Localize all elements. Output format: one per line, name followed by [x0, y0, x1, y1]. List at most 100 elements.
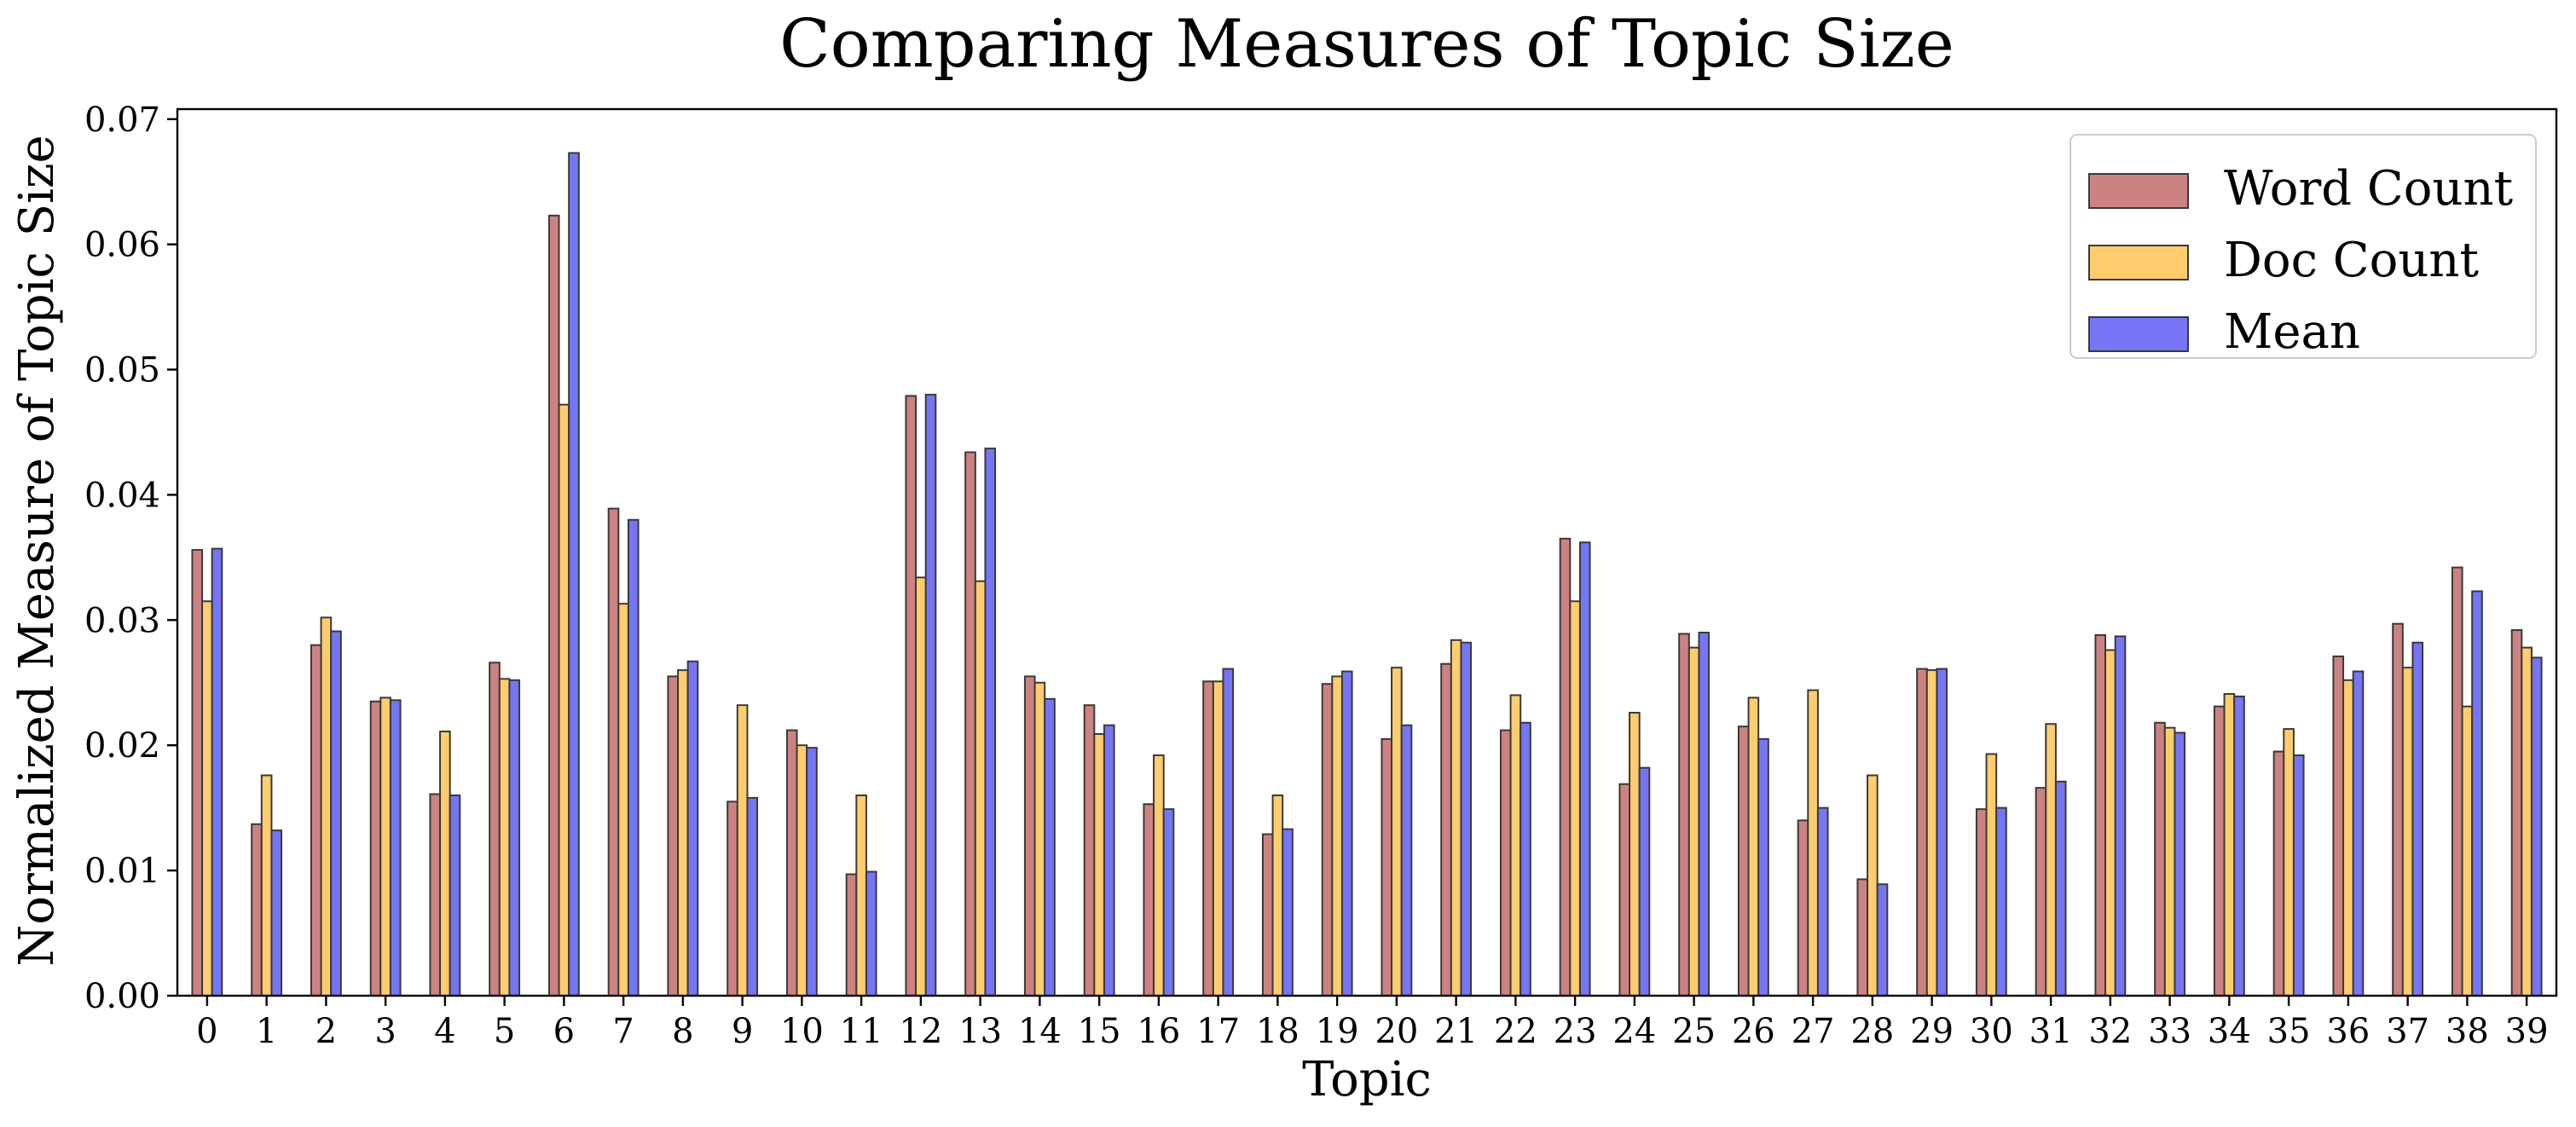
x-tick-label: 21 [1434, 1012, 1478, 1051]
x-tick-label: 20 [1375, 1012, 1418, 1051]
bar-word-count [1737, 725, 1750, 997]
x-tick-label: 23 [1554, 1012, 1597, 1051]
x-tick-label: 12 [899, 1012, 942, 1051]
x-tick-label: 32 [2088, 1012, 2132, 1051]
bar-word-count [2392, 622, 2404, 997]
x-tick-label: 11 [840, 1012, 883, 1051]
x-tick-label: 4 [434, 1012, 455, 1051]
bar-doc-count [439, 731, 451, 997]
y-tick-label: 0.06 [84, 226, 160, 265]
bar-mean [2174, 731, 2186, 997]
bar-doc-count [796, 744, 808, 997]
bar-doc-count [2283, 728, 2295, 997]
x-tick-label: 14 [1018, 1012, 1062, 1051]
bar-doc-count [1687, 646, 1700, 997]
x-tick-label: 10 [780, 1012, 824, 1051]
bar-mean [1698, 632, 1711, 997]
bar-word-count [1381, 737, 1393, 997]
y-tick-label: 0.04 [84, 476, 160, 515]
bar-doc-count [1450, 639, 1462, 997]
bar-word-count [1797, 819, 1809, 997]
bar-word-count [785, 729, 798, 997]
bar-word-count [1618, 783, 1631, 997]
bar-word-count [369, 700, 382, 997]
bar-word-count [2272, 750, 2285, 997]
x-tick-label: 15 [1078, 1012, 1121, 1051]
bar-doc-count [855, 794, 867, 997]
bar-doc-count [2104, 649, 2116, 997]
bar-doc-count [2461, 705, 2474, 997]
bar-mean [1222, 668, 1235, 997]
bar-mean [1936, 668, 1948, 997]
bar-word-count [547, 214, 560, 997]
bar-word-count [489, 662, 501, 997]
bar-doc-count [1629, 712, 1641, 997]
bar-doc-count [915, 576, 927, 997]
bar-mean [2233, 695, 2245, 997]
bar-mean [2292, 754, 2305, 997]
x-tick-label: 27 [1792, 1012, 1835, 1051]
bar-doc-count [379, 696, 391, 997]
x-tick-label: 22 [1494, 1012, 1537, 1051]
bar-doc-count [2401, 667, 2414, 997]
bar-word-count [726, 800, 738, 997]
bar-word-count [1975, 808, 1988, 997]
bar-doc-count [498, 678, 511, 997]
bar-word-count [1499, 729, 1512, 997]
y-axis-title: Normalized Measure of Topic Size [9, 135, 65, 966]
y-tick-label: 0.07 [84, 101, 160, 140]
y-tick-label: 0.00 [84, 977, 160, 1016]
bar-mean [330, 630, 342, 997]
bar-doc-count [201, 600, 213, 997]
bar-word-count [667, 675, 680, 997]
bar-mean [1103, 724, 1115, 997]
bar-doc-count [677, 669, 689, 997]
bar-doc-count [1331, 675, 1343, 997]
bar-word-count [964, 451, 976, 997]
x-tick-label: 16 [1137, 1012, 1180, 1051]
bar-mean [2530, 656, 2543, 997]
bar-mean [2352, 670, 2365, 997]
x-axis-title: Topic [1302, 1052, 1432, 1107]
bar-mean [1995, 806, 2007, 997]
bar-mean [1876, 883, 1889, 997]
bar-mean [211, 547, 223, 997]
bar-mean [508, 679, 521, 997]
legend: Word Count Doc Count Mean [2069, 134, 2537, 360]
bar-word-count [607, 507, 620, 997]
bar-mean [2471, 590, 2483, 997]
bar-doc-count [1807, 689, 1819, 997]
x-tick-label: 33 [2148, 1012, 2191, 1051]
x-tick-label: 8 [672, 1012, 693, 1051]
x-tick-label: 6 [553, 1012, 575, 1051]
bars-layer [191, 152, 2543, 997]
x-tick-label: 9 [732, 1012, 753, 1051]
bar-mean [1460, 641, 1473, 997]
bar-word-count [1202, 680, 1214, 997]
bar-doc-count [1153, 754, 1165, 997]
x-tick-label: 35 [2267, 1012, 2311, 1051]
x-tick-label: 18 [1256, 1012, 1300, 1051]
x-tick-label: 29 [1910, 1012, 1954, 1051]
bar-word-count [1916, 668, 1928, 997]
x-tick-label: 2 [315, 1012, 337, 1051]
x-tick-label: 13 [958, 1012, 1002, 1051]
x-tick-label: 26 [1732, 1012, 1775, 1051]
bar-doc-count [1271, 794, 1284, 997]
bar-word-count [310, 644, 322, 997]
x-tick-label: 3 [374, 1012, 396, 1051]
x-tick-label: 17 [1196, 1012, 1240, 1051]
bar-word-count [191, 549, 204, 997]
bar-word-count [1143, 803, 1155, 997]
bar-word-count [1678, 633, 1690, 997]
x-tick-label: 38 [2446, 1012, 2489, 1051]
x-tick-label: 28 [1850, 1012, 1894, 1051]
bar-doc-count [1391, 667, 1403, 997]
chart-title: Comparing Measures of Topic Size [779, 6, 1954, 83]
legend-label: Mean [2224, 304, 2360, 360]
bar-word-count [2154, 721, 2166, 997]
bar-mean [2114, 635, 2127, 997]
bar-mean [746, 796, 759, 997]
bar-word-count [2451, 566, 2463, 997]
bar-doc-count [2045, 723, 2057, 997]
